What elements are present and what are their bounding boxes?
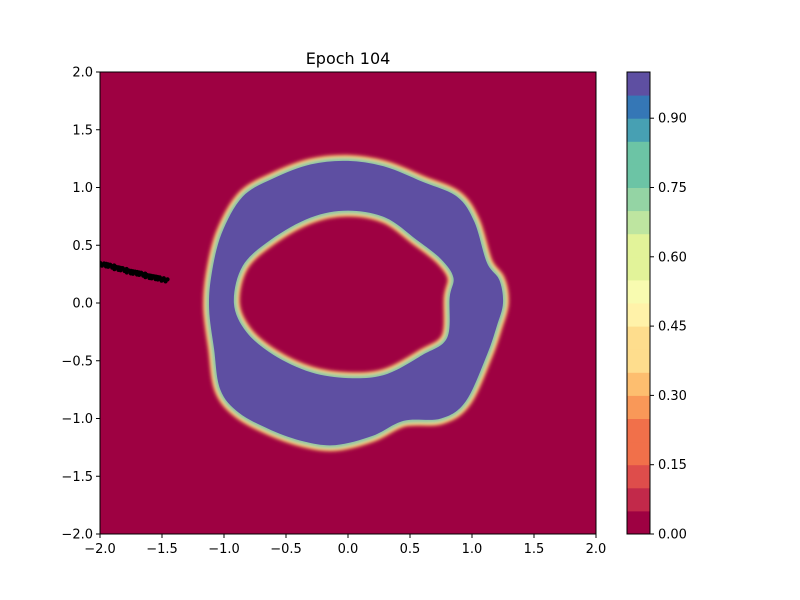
ring-fill: [209, 160, 504, 446]
x-tick-label: 1.0: [462, 542, 483, 557]
x-tick-label: 2.0: [586, 542, 607, 557]
colorbar-tick-label: 0.15: [658, 458, 687, 473]
colorbar-band: [627, 279, 650, 304]
x-tick-label: 1.5: [524, 542, 545, 557]
y-tick-label: 0.5: [72, 239, 93, 254]
ring-region: [203, 155, 509, 451]
colorbar: 0.00 0.15 0.30 0.45 0.60 0.75 0.90: [626, 71, 687, 543]
x-tick-label: 0.5: [400, 542, 421, 557]
colorbar-band: [627, 510, 650, 535]
scatter-point: [165, 277, 170, 282]
colorbar-band: [627, 395, 650, 419]
colorbar-band: [627, 72, 650, 96]
y-tick-label: −2.0: [61, 528, 93, 543]
colorbar-band: [627, 372, 650, 396]
colorbar-tick-label: 0.90: [658, 112, 687, 127]
x-tick-label: −1.0: [208, 542, 240, 557]
colorbar-tick-label: 0.00: [658, 528, 687, 543]
colorbar-tick-label: 0.45: [658, 320, 687, 335]
colorbar-band: [627, 95, 650, 119]
y-axis: −2.0 −1.5 −1.0 −0.5 0.0 0.5 1.0 1.5 2.0: [61, 66, 100, 543]
colorbar-band: [627, 210, 650, 235]
x-tick-label: −0.5: [270, 542, 302, 557]
colorbar-bands: [627, 72, 650, 535]
y-tick-label: 1.0: [72, 181, 93, 196]
colorbar-band: [627, 303, 650, 327]
y-tick-label: −0.5: [61, 354, 93, 369]
y-tick-label: −1.0: [61, 412, 93, 427]
x-axis: −2.0 −1.5 −1.0 −0.5 0.0 0.5 1.0 1.5 2.0: [84, 534, 606, 557]
colorbar-band: [627, 326, 650, 350]
y-tick-label: −1.5: [61, 470, 93, 485]
plot-area: [100, 72, 596, 534]
colorbar-band: [627, 487, 650, 512]
colorbar-band: [627, 418, 650, 443]
colorbar-ticks: 0.00 0.15 0.30 0.45 0.60 0.75 0.90: [650, 112, 687, 543]
y-tick-label: 1.5: [72, 123, 93, 138]
colorbar-band: [627, 233, 650, 258]
colorbar-band: [627, 141, 650, 165]
y-tick-label: 0.0: [72, 297, 93, 312]
colorbar-band: [627, 256, 650, 281]
colorbar-tick-label: 0.75: [658, 181, 687, 196]
colorbar-band: [627, 349, 650, 373]
colorbar-band: [627, 441, 650, 466]
x-tick-label: 0.0: [338, 542, 359, 557]
colorbar-frame: [626, 71, 651, 535]
colorbar-band: [627, 464, 650, 489]
colorbar-band: [627, 187, 650, 212]
chart-title: Epoch 104: [306, 49, 391, 68]
colorbar-tick-label: 0.30: [658, 389, 687, 404]
y-tick-label: 2.0: [72, 66, 93, 81]
background-region: [100, 72, 596, 534]
colorbar-band: [627, 164, 650, 188]
scatter-series: [100, 260, 170, 284]
colorbar-tick-label: 0.60: [658, 250, 687, 265]
x-tick-label: −2.0: [84, 542, 116, 557]
x-tick-label: −1.5: [146, 542, 178, 557]
colorbar-band: [627, 118, 650, 142]
